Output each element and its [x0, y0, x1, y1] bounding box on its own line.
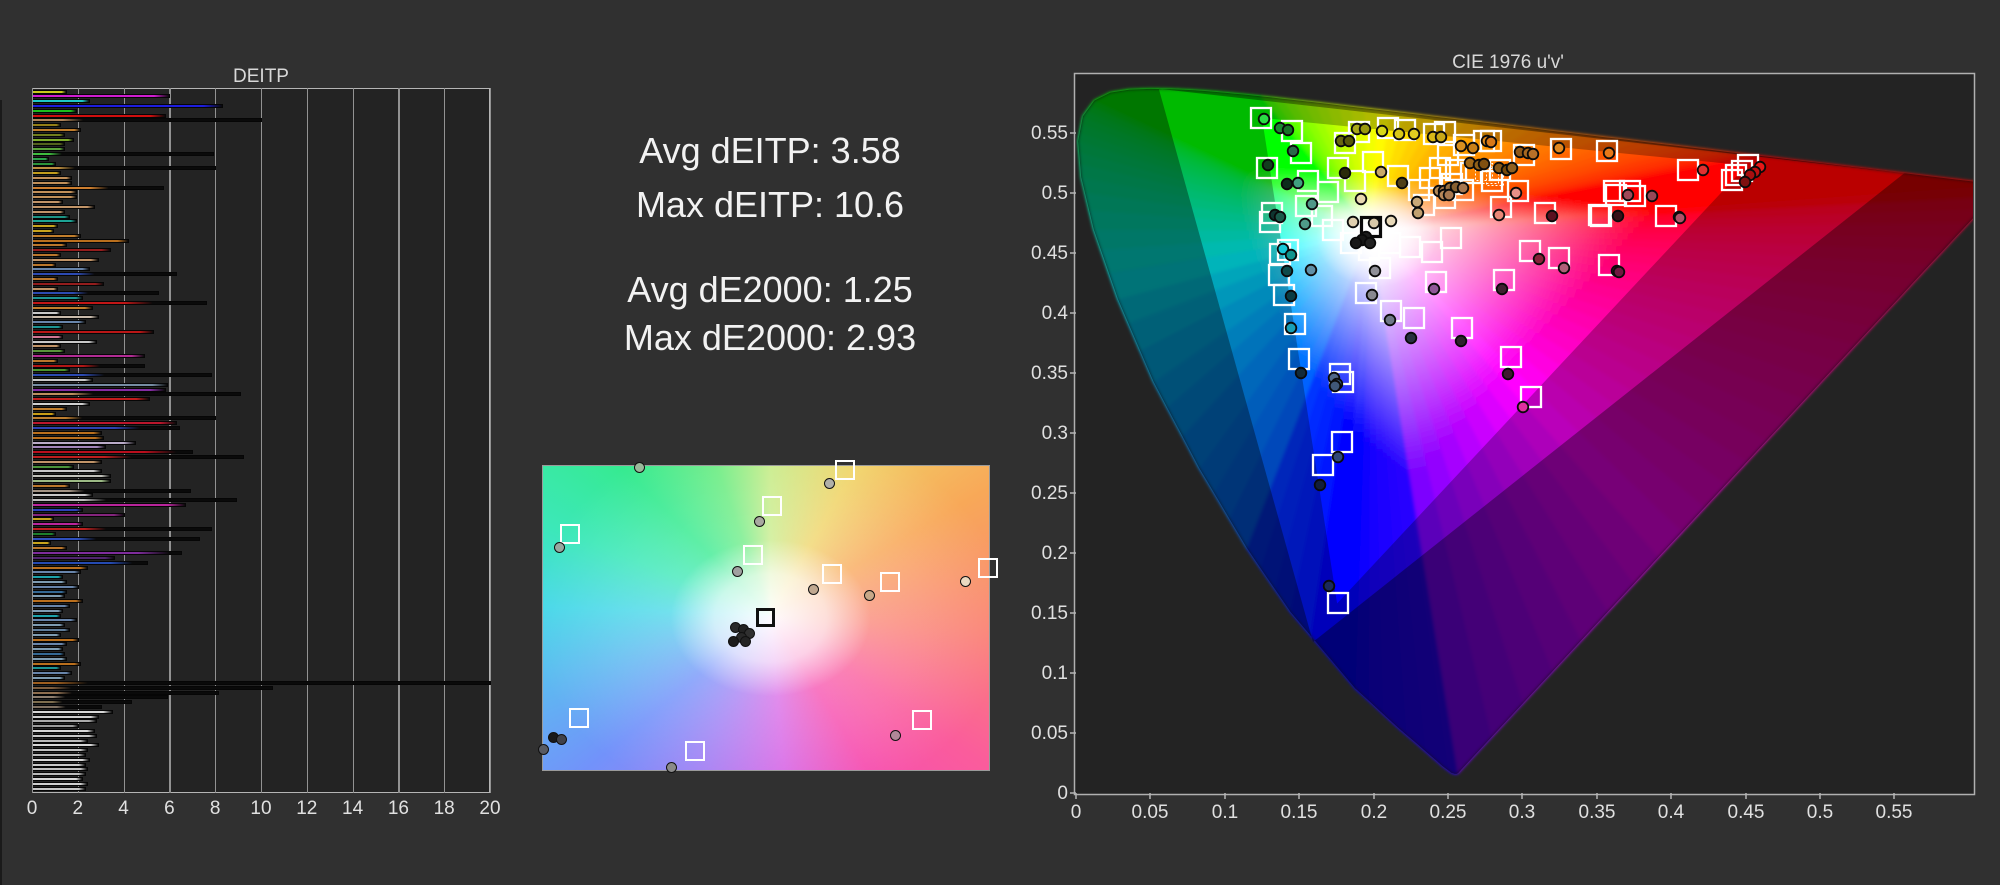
svg-text:0.1: 0.1 [1042, 663, 1068, 684]
svg-text:0.3: 0.3 [1042, 423, 1068, 444]
svg-text:0.3: 0.3 [1509, 802, 1535, 823]
svg-text:0.05: 0.05 [1132, 802, 1169, 823]
svg-text:0.5: 0.5 [1042, 183, 1068, 204]
svg-text:0.4: 0.4 [1042, 303, 1069, 324]
svg-text:0.2: 0.2 [1042, 543, 1068, 564]
svg-text:0.55: 0.55 [1876, 802, 1913, 823]
svg-text:0.25: 0.25 [1031, 483, 1068, 504]
svg-text:0: 0 [1057, 783, 1068, 804]
svg-text:0.1: 0.1 [1212, 802, 1238, 823]
svg-text:0: 0 [1071, 802, 1082, 823]
svg-text:0.05: 0.05 [1031, 723, 1068, 744]
svg-text:0.35: 0.35 [1031, 363, 1068, 384]
svg-text:0.35: 0.35 [1579, 802, 1616, 823]
svg-text:0.15: 0.15 [1281, 802, 1318, 823]
svg-text:0.25: 0.25 [1430, 802, 1467, 823]
svg-text:0.2: 0.2 [1361, 802, 1387, 823]
svg-text:0.55: 0.55 [1031, 123, 1068, 144]
svg-text:0.15: 0.15 [1031, 603, 1068, 624]
svg-text:CIE 1976 u'v': CIE 1976 u'v' [1452, 52, 1564, 73]
svg-text:0.5: 0.5 [1807, 802, 1833, 823]
svg-text:0.4: 0.4 [1658, 802, 1685, 823]
svg-text:0.45: 0.45 [1031, 243, 1068, 264]
svg-text:0.45: 0.45 [1728, 802, 1765, 823]
